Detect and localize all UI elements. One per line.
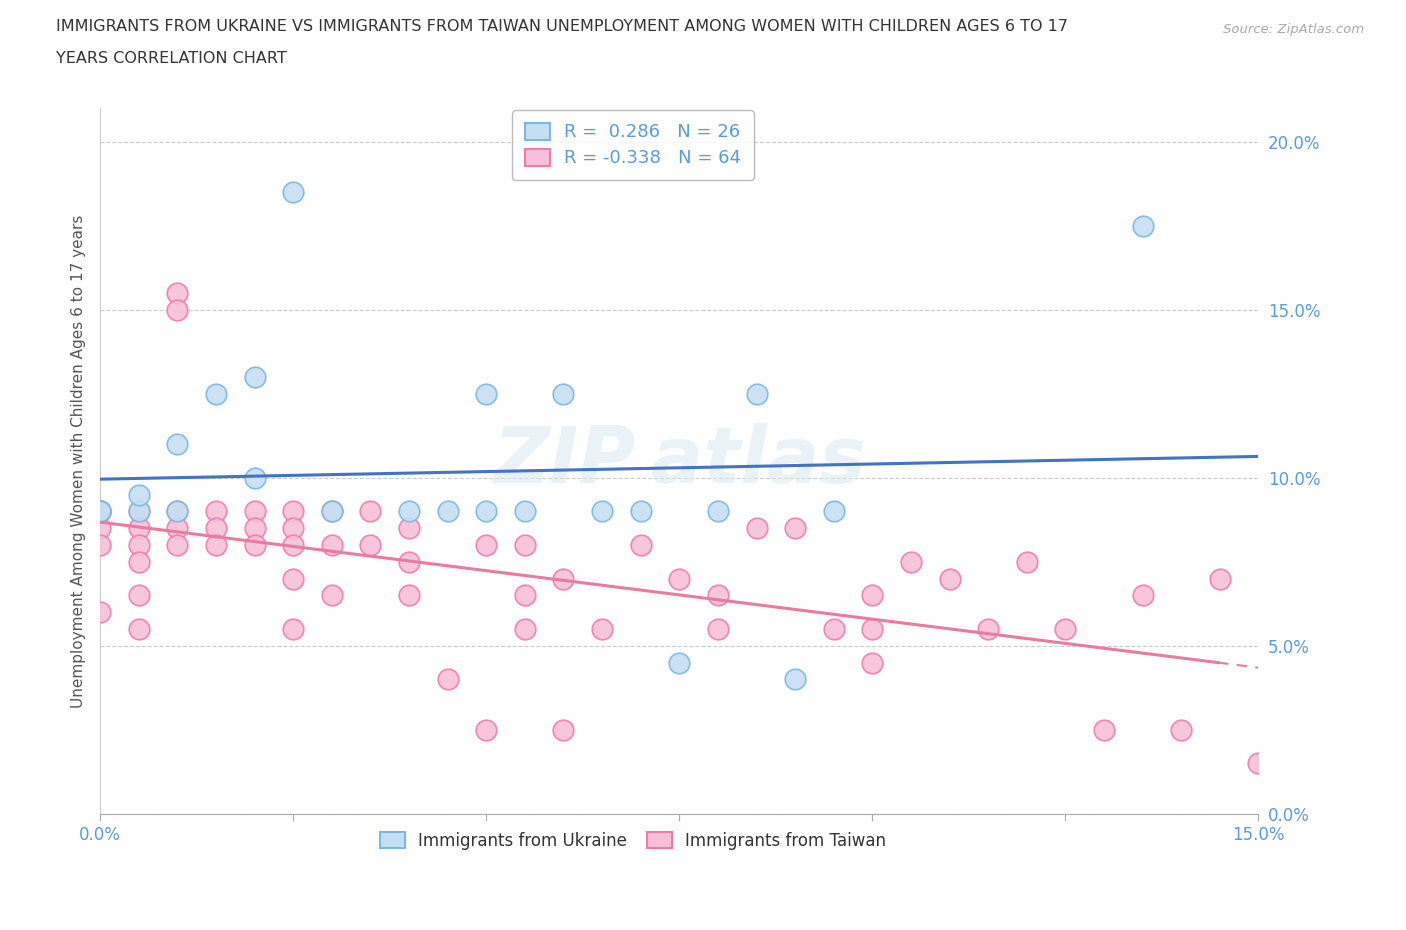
- Point: [630, 538, 652, 552]
- Point: [745, 386, 768, 401]
- Point: [475, 538, 498, 552]
- Point: [1015, 554, 1038, 569]
- Point: [166, 538, 188, 552]
- Point: [128, 504, 150, 519]
- Point: [205, 504, 228, 519]
- Point: [823, 504, 845, 519]
- Point: [243, 521, 266, 536]
- Point: [321, 504, 343, 519]
- Point: [1209, 571, 1232, 586]
- Point: [823, 621, 845, 636]
- Point: [283, 184, 305, 199]
- Point: [89, 538, 111, 552]
- Point: [707, 621, 730, 636]
- Point: [283, 521, 305, 536]
- Point: [398, 521, 420, 536]
- Text: YEARS CORRELATION CHART: YEARS CORRELATION CHART: [56, 51, 287, 66]
- Point: [166, 521, 188, 536]
- Legend: Immigrants from Ukraine, Immigrants from Taiwan: Immigrants from Ukraine, Immigrants from…: [371, 824, 894, 858]
- Point: [128, 487, 150, 502]
- Point: [205, 521, 228, 536]
- Text: ZIP atlas: ZIP atlas: [494, 423, 866, 498]
- Point: [475, 386, 498, 401]
- Point: [900, 554, 922, 569]
- Point: [1247, 756, 1270, 771]
- Point: [283, 621, 305, 636]
- Point: [591, 621, 613, 636]
- Point: [166, 286, 188, 300]
- Point: [785, 521, 807, 536]
- Point: [553, 386, 575, 401]
- Point: [243, 538, 266, 552]
- Point: [745, 521, 768, 536]
- Point: [89, 504, 111, 519]
- Point: [553, 723, 575, 737]
- Point: [436, 504, 458, 519]
- Point: [1092, 723, 1115, 737]
- Point: [283, 504, 305, 519]
- Point: [785, 672, 807, 687]
- Point: [243, 471, 266, 485]
- Text: IMMIGRANTS FROM UKRAINE VS IMMIGRANTS FROM TAIWAN UNEMPLOYMENT AMONG WOMEN WITH : IMMIGRANTS FROM UKRAINE VS IMMIGRANTS FR…: [56, 19, 1069, 33]
- Point: [553, 571, 575, 586]
- Point: [591, 504, 613, 519]
- Point: [89, 604, 111, 619]
- Point: [513, 621, 536, 636]
- Point: [321, 538, 343, 552]
- Point: [977, 621, 1000, 636]
- Point: [359, 538, 381, 552]
- Point: [513, 504, 536, 519]
- Point: [398, 588, 420, 603]
- Point: [398, 504, 420, 519]
- Point: [283, 538, 305, 552]
- Point: [243, 504, 266, 519]
- Point: [668, 655, 690, 670]
- Point: [513, 538, 536, 552]
- Point: [128, 521, 150, 536]
- Text: Source: ZipAtlas.com: Source: ZipAtlas.com: [1223, 23, 1364, 36]
- Point: [89, 504, 111, 519]
- Point: [321, 504, 343, 519]
- Point: [89, 521, 111, 536]
- Point: [89, 504, 111, 519]
- Point: [89, 504, 111, 519]
- Point: [205, 386, 228, 401]
- Point: [860, 621, 883, 636]
- Point: [128, 588, 150, 603]
- Point: [283, 571, 305, 586]
- Point: [475, 504, 498, 519]
- Point: [166, 302, 188, 317]
- Point: [707, 504, 730, 519]
- Point: [205, 538, 228, 552]
- Point: [630, 504, 652, 519]
- Point: [860, 655, 883, 670]
- Point: [128, 538, 150, 552]
- Point: [1170, 723, 1192, 737]
- Point: [128, 554, 150, 569]
- Point: [398, 554, 420, 569]
- Point: [860, 588, 883, 603]
- Point: [321, 588, 343, 603]
- Point: [513, 588, 536, 603]
- Point: [243, 369, 266, 384]
- Point: [938, 571, 960, 586]
- Point: [668, 571, 690, 586]
- Point: [1054, 621, 1077, 636]
- Point: [707, 588, 730, 603]
- Point: [436, 672, 458, 687]
- Point: [166, 504, 188, 519]
- Y-axis label: Unemployment Among Women with Children Ages 6 to 17 years: Unemployment Among Women with Children A…: [72, 214, 86, 708]
- Point: [166, 437, 188, 452]
- Point: [128, 621, 150, 636]
- Point: [359, 504, 381, 519]
- Point: [128, 504, 150, 519]
- Point: [1132, 588, 1154, 603]
- Point: [166, 504, 188, 519]
- Point: [1132, 219, 1154, 233]
- Point: [89, 504, 111, 519]
- Point: [475, 723, 498, 737]
